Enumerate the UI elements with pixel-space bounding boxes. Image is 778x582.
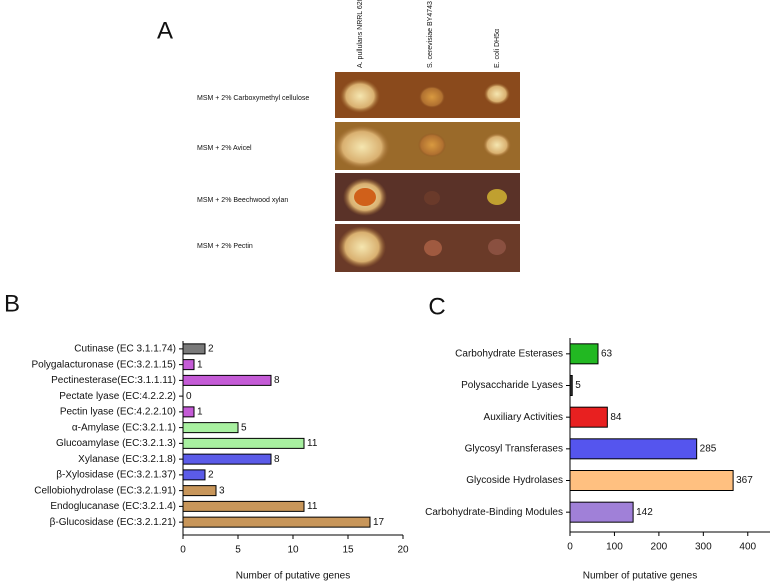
column-label: A. pullulans NRRL 62031 — [357, 0, 364, 68]
bar — [182, 500, 305, 512]
x-axis-label: Number of putative genes — [583, 571, 698, 582]
bar — [569, 375, 573, 396]
bar — [182, 469, 206, 481]
value-label: 367 — [736, 475, 753, 486]
value-label: 0 — [186, 391, 192, 402]
y-tick-label: Endoglucanase (EC:3.2.1.4) — [50, 501, 176, 512]
x-tick-label: 100 — [606, 542, 623, 553]
bar — [569, 438, 698, 460]
value-label: 8 — [274, 454, 280, 465]
panel-label: B — [4, 290, 20, 317]
x-tick-label: 200 — [651, 542, 668, 553]
y-tick-label: α-Amylase (EC:3.2.1.1) — [72, 422, 176, 433]
x-tick-label: 300 — [695, 542, 712, 553]
bar — [182, 422, 239, 434]
bar — [182, 406, 195, 418]
value-label: 3 — [219, 485, 225, 496]
value-label: 5 — [575, 380, 581, 391]
value-label: 2 — [208, 470, 214, 481]
y-tick-label: Glucoamylase (EC:3.2.1.3) — [56, 438, 176, 449]
bar — [569, 343, 599, 365]
row-label: MSM + 2% Carboxymethyl cellulose — [197, 95, 309, 102]
x-tick-label: 10 — [287, 545, 299, 556]
bar — [182, 485, 217, 497]
bar — [569, 470, 734, 491]
x-tick-label: 0 — [180, 545, 186, 556]
y-tick-label: Carbohydrate-Binding Modules — [425, 507, 563, 518]
bar — [569, 406, 608, 428]
bar — [182, 516, 371, 528]
y-tick-label: Polysaccharide Lyases — [461, 380, 563, 391]
value-label: 17 — [373, 517, 385, 528]
y-tick-label: Pectin lyase (EC:4.2.2.10) — [60, 407, 176, 418]
value-label: 11 — [307, 501, 318, 512]
x-tick-label: 5 — [235, 545, 241, 556]
column-label: E. coli DH5α — [494, 29, 501, 68]
bar — [569, 501, 634, 523]
panel-label: C — [428, 293, 445, 320]
value-label: 1 — [197, 359, 203, 370]
bar — [182, 374, 272, 386]
y-tick-label: Polygalacturonase (EC:3.2.1.15) — [31, 359, 176, 370]
y-tick-label: Carbohydrate Esterases — [455, 348, 563, 359]
value-label: 84 — [610, 412, 622, 423]
column-label: S. cerevisiae BY4743 — [427, 1, 434, 68]
x-tick-label: 15 — [342, 545, 354, 556]
bar — [182, 343, 206, 355]
x-axis-label: Number of putative genes — [236, 571, 351, 582]
value-label: 1 — [197, 407, 203, 418]
bar — [182, 359, 195, 371]
value-label: 8 — [274, 375, 280, 386]
value-label: 63 — [601, 348, 613, 359]
x-tick-label: 20 — [397, 545, 409, 556]
y-tick-label: β-Xylosidase (EC:3.2.1.37) — [56, 470, 176, 481]
bar — [182, 453, 272, 465]
row-label: MSM + 2% Avicel — [197, 145, 252, 152]
y-tick-label: Xylanase (EC:3.2.1.8) — [78, 454, 176, 465]
value-label: 2 — [208, 344, 214, 355]
x-tick-label: 0 — [567, 542, 573, 553]
value-label: 11 — [307, 438, 318, 449]
bar — [182, 437, 305, 449]
y-tick-label: Cellobiohydrolase (EC:3.2.1.91) — [34, 485, 176, 496]
y-tick-label: Pectate lyase (EC:4.2.2.2) — [59, 391, 176, 402]
panel-label: A — [157, 17, 173, 44]
x-tick-label: 400 — [739, 542, 756, 553]
row-label: MSM + 2% Beechwood xylan — [197, 197, 288, 204]
y-tick-label: Glycoside Hydrolases — [466, 475, 563, 486]
y-tick-label: Cutinase (EC 3.1.1.74) — [74, 344, 176, 355]
y-tick-label: Glycosyl Transferases — [465, 443, 563, 454]
value-label: 5 — [241, 422, 247, 433]
y-tick-label: Auxiliary Activities — [484, 412, 563, 423]
row-label: MSM + 2% Pectin — [197, 243, 253, 250]
value-label: 142 — [636, 507, 653, 518]
plates — [334, 72, 520, 272]
y-tick-label: Pectinesterase(EC:3.1.1.11) — [51, 375, 176, 386]
value-label: 285 — [700, 443, 717, 454]
y-tick-label: β-Glucosidase (EC:3.2.1.21) — [50, 517, 176, 528]
